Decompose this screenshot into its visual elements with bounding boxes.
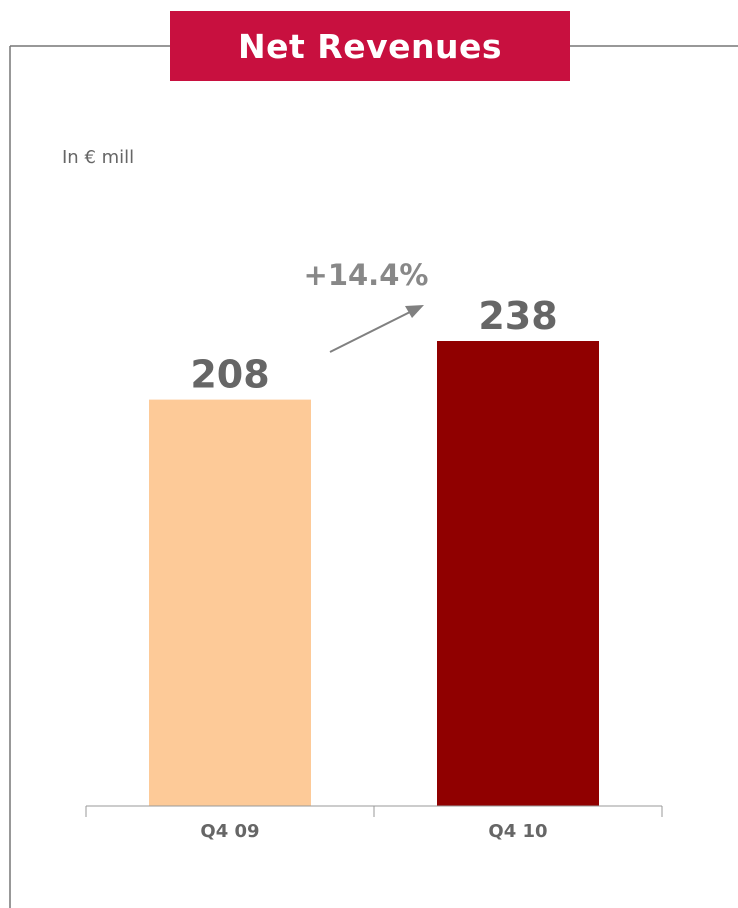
growth-arrow — [329, 310, 413, 353]
labels-group: 208 Q4 09 238 Q4 10 — [190, 294, 557, 842]
data-label: 238 — [478, 294, 557, 338]
bar-q4-09 — [149, 399, 311, 806]
title-banner: Net Revenues — [170, 11, 570, 81]
bars-group — [149, 341, 599, 806]
x-tick-label: Q4 09 — [200, 821, 259, 842]
chart-title: Net Revenues — [238, 26, 502, 66]
x-tick-label: Q4 10 — [488, 821, 547, 842]
bar-q4-10 — [437, 341, 599, 806]
unit-label: In € mill — [62, 147, 135, 168]
data-label: 208 — [190, 353, 269, 397]
annotation-group: +14.4% — [304, 258, 429, 353]
axis-group — [85, 805, 663, 817]
growth-annotation: +14.4% — [304, 258, 429, 292]
growth-arrow-head — [405, 305, 424, 318]
